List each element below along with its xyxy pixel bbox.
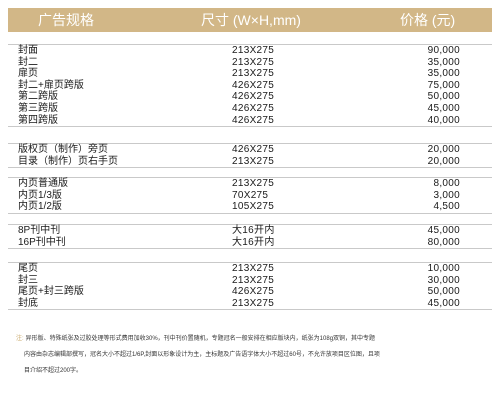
table-row: 尾页+封三跨版 426X275 50,000 xyxy=(8,286,492,298)
ad-price-cell: 30,000 xyxy=(427,274,460,286)
ad-price-cell: 20,000 xyxy=(427,144,460,155)
table-row: 内页普通版 213X275 8,000 xyxy=(8,178,492,190)
ad-size-cell: 70X275 xyxy=(232,189,269,201)
ad-name-cell: 封面 xyxy=(18,45,38,56)
table-group: 内页普通版 213X275 8,000 内页1/3版 70X275 3,000 内页1/2版… xyxy=(8,177,492,214)
ad-price-cell: 35,000 xyxy=(427,68,460,80)
ad-name-cell: 尾页+封三跨版 xyxy=(18,286,84,298)
table-row: 内页1/3版 70X275 3,000 xyxy=(8,190,492,202)
ad-name-cell: 16P刊中刊 xyxy=(18,236,66,248)
ad-name-cell: 封二 xyxy=(18,56,38,68)
ad-price-cell: 90,000 xyxy=(427,45,460,56)
ad-size-cell: 426X275 xyxy=(232,144,275,155)
header-size: 尺寸 (W×H,mm) xyxy=(201,12,301,28)
table-group: 尾页 213X275 10,000 封三 213X275 30,000 尾页+封三跨版 426… xyxy=(8,262,492,311)
table-row: 封三 213X275 30,000 xyxy=(8,275,492,287)
ad-name-cell: 第三跨版 xyxy=(18,102,58,114)
table-row: 扉页 213X275 35,000 xyxy=(8,68,492,80)
footnote-line: 目介绍不超过200字。 xyxy=(24,368,83,374)
ad-name-cell: 版权页（制作）旁页 xyxy=(18,144,108,155)
ad-size-cell: 213X275 xyxy=(232,56,275,68)
footnote-line: 注: 异形版、特殊纸张及过胶处理等形式费用加收30%，刊中刊价置随机，专题冠名一般… xyxy=(8,331,492,347)
ad-size-cell: 426X275 xyxy=(232,79,275,91)
ad-name-cell: 第二跨版 xyxy=(18,91,58,103)
ad-price-cell: 45,000 xyxy=(427,102,460,114)
table-row: 封二 213X275 35,000 xyxy=(8,57,492,69)
ad-size-cell: 213X275 xyxy=(232,68,275,80)
ad-name-cell: 内页1/3版 xyxy=(18,189,62,201)
ad-size-cell: 426X275 xyxy=(232,114,275,126)
table-row: 版权页（制作）旁页 426X275 20,000 xyxy=(8,144,492,156)
footnote-text: 异形版、特殊纸张及过胶处理等形式费用加收30%，刊中刊价置随机，专题冠名一般安排… xyxy=(25,336,376,342)
ad-price-cell: 75,000 xyxy=(427,79,460,91)
table-row: 目录（制作）页右手页 213X275 20,000 xyxy=(8,156,492,168)
ad-size-cell: 426X275 xyxy=(232,102,275,114)
ad-price-cell: 4,500 xyxy=(433,201,460,213)
table-header: 广告规格 尺寸 (W×H,mm) 价格 (元) xyxy=(8,8,492,32)
ad-price-cell: 8,000 xyxy=(433,178,460,189)
header-category: 广告规格 xyxy=(38,12,94,28)
ad-size-cell: 213X275 xyxy=(232,45,275,56)
footnote: 注: 异形版、特殊纸张及过胶处理等形式费用加收30%，刊中刊价置随机，专题冠名一般… xyxy=(8,331,492,379)
ad-size-cell: 105X275 xyxy=(232,201,275,213)
table-group: 8P刊中刊 大16开内 45,000 16P刊中刊 大16开内 80,000 xyxy=(8,224,492,250)
table-row: 封面 213X275 90,000 xyxy=(8,45,492,57)
ad-name-cell: 扉页 xyxy=(18,68,38,80)
ad-size-cell: 213X275 xyxy=(232,297,275,309)
ad-price-cell: 50,000 xyxy=(427,286,460,298)
ad-size-cell: 426X275 xyxy=(232,286,275,298)
ad-size-cell: 213X275 xyxy=(232,178,275,189)
table-row: 封二+扉页跨版 426X275 75,000 xyxy=(8,80,492,92)
ad-size-cell: 426X275 xyxy=(232,91,275,103)
ad-name-cell: 目录（制作）页右手页 xyxy=(18,155,118,167)
ad-price-cell: 45,000 xyxy=(427,297,460,309)
ad-name-cell: 封三 xyxy=(18,274,38,286)
ad-name-cell: 第四跨版 xyxy=(18,114,58,126)
ad-size-cell: 大16开内 xyxy=(232,225,275,236)
table-row: 8P刊中刊 大16开内 45,000 xyxy=(8,225,492,237)
table-group: 封面 213X275 90,000 封二 213X275 35,000 扉页 213X275 3… xyxy=(8,44,492,128)
table-row: 第三跨版 426X275 45,000 xyxy=(8,103,492,115)
table-row: 第四跨版 426X275 40,000 xyxy=(8,115,492,127)
ad-name-cell: 尾页 xyxy=(18,263,38,274)
table-row: 尾页 213X275 10,000 xyxy=(8,263,492,275)
ad-price-cell: 40,000 xyxy=(427,114,460,126)
ad-price-cell: 20,000 xyxy=(427,155,460,167)
ad-price-cell: 50,000 xyxy=(427,91,460,103)
footnote-line: 内容由杂志编辑部撰写，冠名大小不超过1/6P,封面以形象设计为主，主标题及广告语… xyxy=(24,352,380,358)
footnote-mark: 注: xyxy=(16,336,24,342)
ad-price-cell: 80,000 xyxy=(427,236,460,248)
ad-size-cell: 大16开内 xyxy=(232,236,275,248)
ad-price-cell: 45,000 xyxy=(427,225,460,236)
ad-name-cell: 内页普通版 xyxy=(18,178,68,189)
ad-name-cell: 封底 xyxy=(18,297,38,309)
ad-name-cell: 内页1/2版 xyxy=(18,201,62,213)
table-row: 内页1/2版 105X275 4,500 xyxy=(8,201,492,213)
ad-size-cell: 213X275 xyxy=(232,274,275,286)
table-row: 封底 213X275 45,000 xyxy=(8,298,492,310)
table-group: 版权页（制作）旁页 426X275 20,000 目录（制作）页右手页 213X275 2… xyxy=(8,143,492,169)
ad-price-cell: 3,000 xyxy=(433,189,460,201)
ad-price-cell: 10,000 xyxy=(427,263,460,274)
ad-size-cell: 213X275 xyxy=(232,155,275,167)
ad-size-cell: 213X275 xyxy=(232,263,275,274)
ad-name-cell: 8P刊中刊 xyxy=(18,225,61,236)
table-row: 16P刊中刊 大16开内 80,000 xyxy=(8,237,492,249)
table-row: 第二跨版 426X275 50,000 xyxy=(8,91,492,103)
header-price: 价格 (元) xyxy=(400,12,456,28)
ad-price-cell: 35,000 xyxy=(427,56,460,68)
ad-name-cell: 封二+扉页跨版 xyxy=(18,79,84,91)
